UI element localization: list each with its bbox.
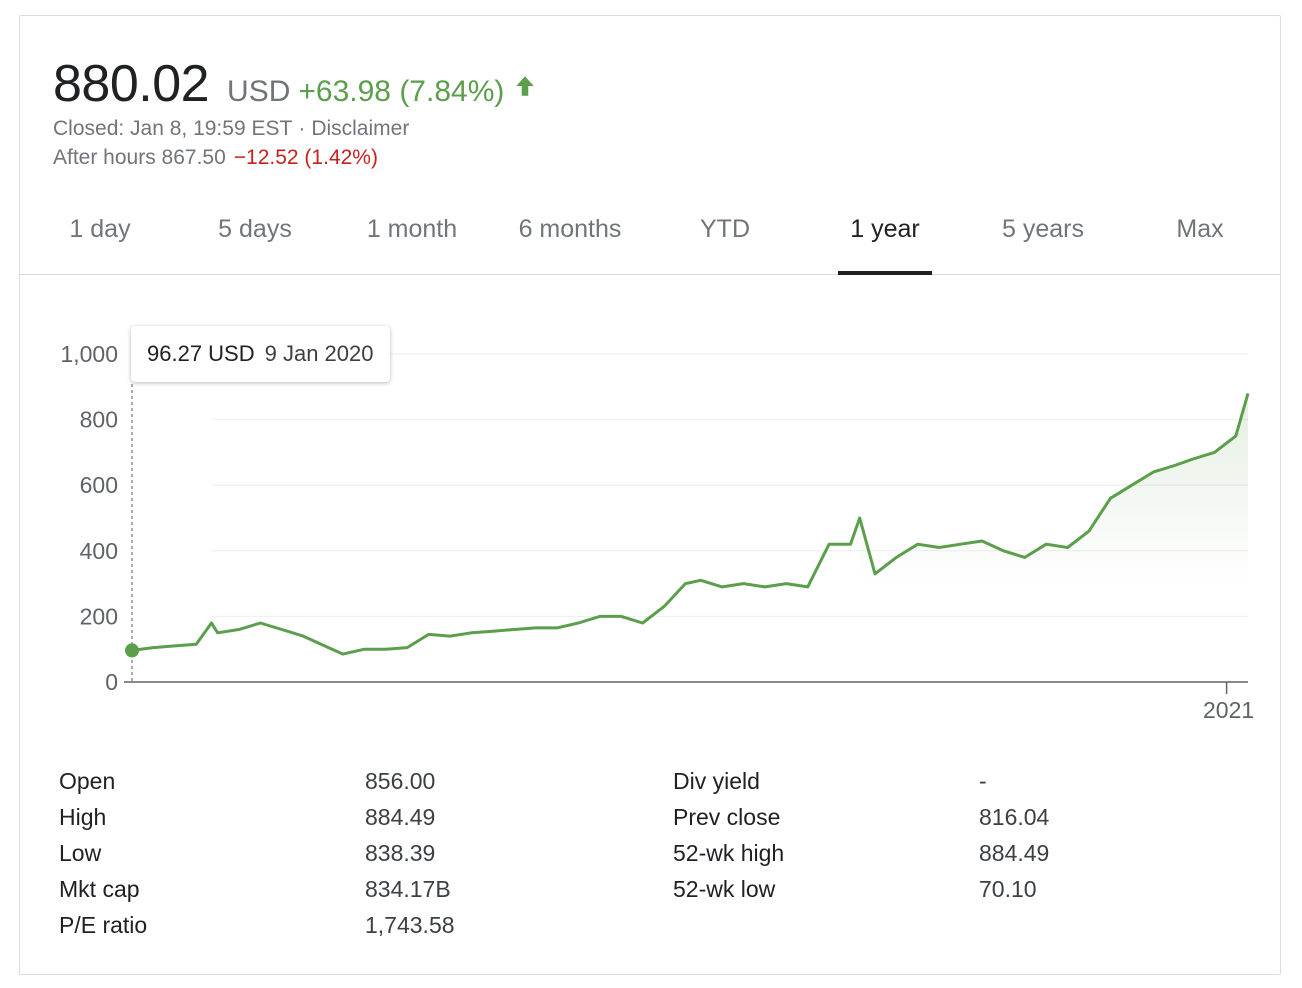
- stat-label-high: High: [59, 804, 107, 830]
- price-row: 880.02 USD +63.98 (7.84%): [53, 54, 538, 114]
- tab-5-years[interactable]: 5 years: [1002, 215, 1084, 243]
- tooltip-date: 9 Jan 2020: [264, 341, 374, 366]
- stock-card: 880.02 USD +63.98 (7.84%) Closed: Jan 8,…: [19, 15, 1281, 975]
- range-tabs: 1 day 5 days 1 month 6 months YTD 1 year…: [20, 196, 1280, 275]
- closed-status: Closed: Jan 8, 19:59 EST: [53, 117, 293, 140]
- tab-max[interactable]: Max: [1176, 215, 1224, 243]
- after-hours-price: After hours 867.50: [53, 146, 226, 169]
- current-price: 880.02: [53, 55, 210, 113]
- stat-label-low: Low: [59, 840, 102, 866]
- y-tick-label: 600: [80, 472, 118, 498]
- stat-value-open: 856.00: [365, 768, 436, 794]
- price-line: [131, 392, 1250, 656]
- stat-label-52wk-high: 52-wk high: [673, 840, 785, 866]
- stat-value-pe-ratio: 1,743.58: [365, 912, 455, 938]
- stat-label-52wk-low: 52-wk low: [673, 876, 776, 902]
- price-change: +63.98 (7.84%): [298, 75, 505, 108]
- tab-1-year[interactable]: 1 year: [838, 196, 932, 275]
- tab-1-day[interactable]: 1 day: [69, 215, 131, 243]
- tooltip-value: 96.27 USD: [147, 341, 255, 366]
- stat-label-prev-close: Prev close: [673, 804, 781, 830]
- stat-value-prev-close: 816.04: [979, 804, 1050, 830]
- tab-6-months[interactable]: 6 months: [518, 215, 622, 243]
- x-tick-label: 2021: [1203, 697, 1254, 723]
- stat-label-div-yield: Div yield: [673, 768, 760, 794]
- stat-value-52wk-low: 70.10: [979, 876, 1037, 902]
- highlight-point: [125, 643, 139, 658]
- after-hours-change: −12.52 (1.42%): [233, 146, 378, 169]
- stat-value-div-yield: -: [979, 768, 987, 794]
- tab-1-month[interactable]: 1 month: [366, 215, 458, 243]
- stat-value-low: 838.39: [365, 840, 436, 866]
- y-tick-label: 400: [80, 538, 118, 564]
- stat-value-mkt-cap: 834.17B: [365, 876, 451, 902]
- chart-tooltip: 96.27 USD 9 Jan 2020: [131, 326, 390, 382]
- price-chart[interactable]: 0 200 400 600 800 1,000 2021 96.27 USD 9 Jan 20…: [20, 276, 1280, 736]
- stat-value-high: 884.49: [365, 804, 436, 830]
- y-tick-label: 200: [80, 603, 118, 629]
- separator-dot: ·: [298, 117, 306, 140]
- stat-label-pe-ratio: P/E ratio: [59, 912, 148, 938]
- stat-value-52wk-high: 884.49: [979, 840, 1050, 866]
- arrow-up-icon: [516, 76, 535, 96]
- disclaimer-link[interactable]: Disclaimer: [311, 117, 410, 140]
- tab-ytd[interactable]: YTD: [700, 215, 750, 243]
- stat-label-open: Open: [59, 768, 116, 794]
- y-tick-label: 800: [80, 407, 118, 433]
- tab-5-days[interactable]: 5 days: [218, 215, 292, 243]
- market-status: Closed: Jan 8, 19:59 EST · Disclaimer: [53, 117, 409, 141]
- price-area-fill: [859, 393, 1248, 584]
- stat-label-mkt-cap: Mkt cap: [59, 876, 140, 902]
- after-hours: After hours 867.50 −12.52 (1.42%): [53, 146, 378, 170]
- currency-label: USD: [227, 75, 291, 108]
- y-tick-label: 0: [105, 669, 118, 695]
- y-tick-label: 1,000: [60, 341, 118, 367]
